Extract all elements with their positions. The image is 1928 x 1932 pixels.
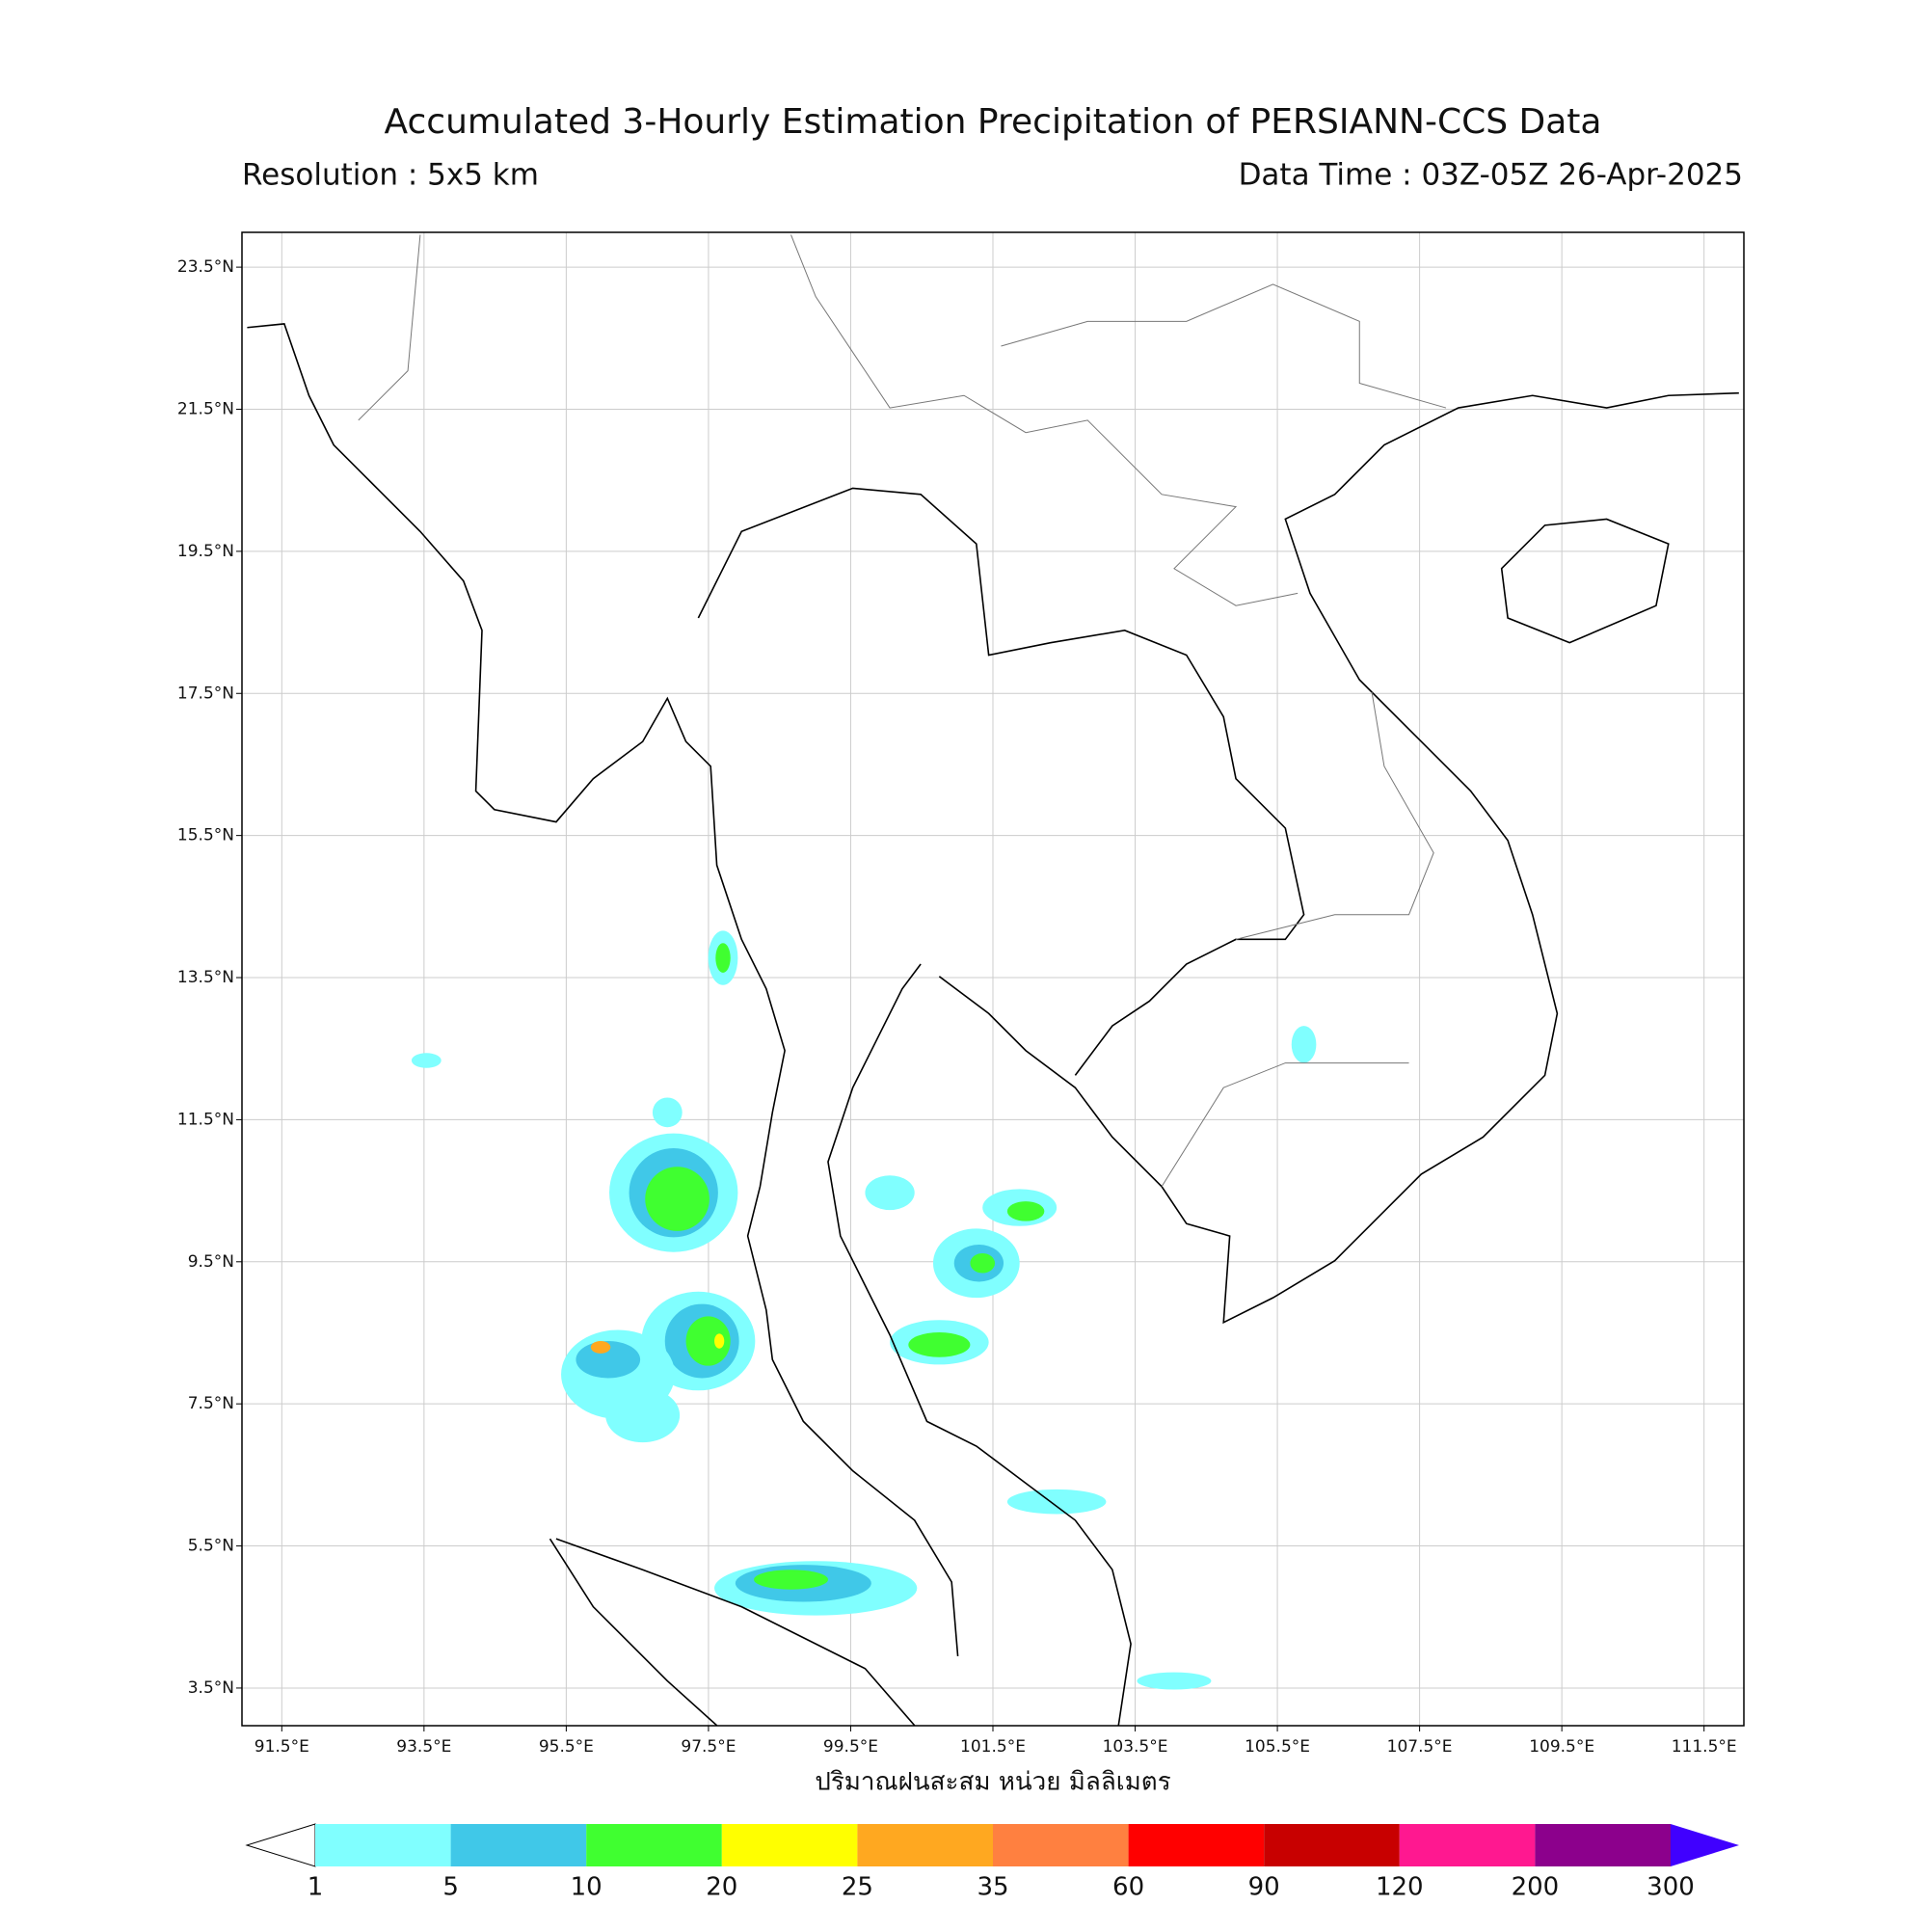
lat-tick-label: 19.5°N <box>177 542 234 561</box>
colorbar-bin <box>1399 1824 1536 1866</box>
colorbar-bin <box>450 1824 587 1866</box>
colorbar-label: 25 <box>842 1873 873 1902</box>
colorbar-bin <box>315 1824 451 1866</box>
rain <box>714 1333 725 1349</box>
lat-tick-label: 17.5°N <box>177 684 234 703</box>
colorbar-bin <box>1264 1824 1400 1866</box>
lat-tick-label: 5.5°N <box>188 1537 234 1556</box>
grid <box>242 232 1744 1726</box>
colorbar-label: 200 <box>1512 1873 1560 1902</box>
colorbar-under <box>245 1823 316 1867</box>
lon-tick-label: 103.5°E <box>1103 1737 1168 1757</box>
lat-tick-label: 13.5°N <box>177 968 234 987</box>
colorbar-label: 1 <box>308 1873 324 1902</box>
title: Accumulated 3-Hourly Estimation Precipit… <box>385 102 1602 142</box>
rain <box>685 1316 731 1366</box>
lon-tick-label: 101.5°E <box>960 1737 1026 1757</box>
colorbar-label: 35 <box>977 1873 1008 1902</box>
lat-tick-label: 7.5°N <box>188 1394 234 1413</box>
rain-areas <box>411 930 1317 1690</box>
colorbar-label: 300 <box>1647 1873 1695 1902</box>
rain <box>1006 1201 1045 1221</box>
lat-tick-label: 15.5°N <box>177 826 234 845</box>
colorbar-label: 60 <box>1112 1873 1144 1902</box>
coastline <box>939 393 1738 1323</box>
rain <box>576 1341 641 1379</box>
rain <box>715 943 731 973</box>
lat-tick-label: 11.5°N <box>177 1110 234 1129</box>
colorbar-label: 90 <box>1248 1873 1280 1902</box>
lon-tick-label: 111.5°E <box>1672 1737 1737 1757</box>
rain <box>1137 1672 1212 1690</box>
rain <box>645 1167 710 1231</box>
lat-tick-label: 3.5°N <box>188 1678 234 1698</box>
lon-tick-label: 107.5°E <box>1387 1737 1453 1757</box>
rain <box>590 1341 611 1354</box>
thailand-border <box>698 488 1303 1075</box>
hainan <box>1502 519 1669 642</box>
rain <box>605 1387 681 1443</box>
colorbar-bin <box>1535 1824 1671 1866</box>
rain <box>1291 1026 1317 1063</box>
lon-tick-label: 95.5°E <box>539 1737 594 1757</box>
lat-tick-label: 21.5°N <box>177 399 234 418</box>
country-border <box>359 235 1446 1187</box>
coastline <box>247 324 957 1656</box>
rain <box>754 1570 828 1590</box>
colorbar-bin <box>1128 1824 1265 1866</box>
map-layer <box>247 235 1738 1726</box>
lat-tick-label: 9.5°N <box>188 1252 234 1272</box>
rain <box>908 1332 971 1357</box>
lon-tick-label: 91.5°E <box>254 1737 309 1757</box>
colorbar-label: 20 <box>706 1873 737 1902</box>
subtitle-left: Resolution : 5x5 km <box>242 158 539 193</box>
lon-tick-label: 105.5°E <box>1245 1737 1310 1757</box>
map-drawing <box>247 235 1738 1726</box>
colorbar-label: 120 <box>1376 1873 1424 1902</box>
rain <box>1006 1489 1107 1515</box>
colorbar-bin <box>586 1824 722 1866</box>
colorbar-label: 10 <box>571 1873 602 1902</box>
coastline <box>828 964 1131 1726</box>
lon-tick-label: 97.5°E <box>681 1737 736 1757</box>
colorbar-label: 5 <box>442 1873 459 1902</box>
x-axis-label: ปริมาณฝนสะสม หน่วย มิลลิเมตร <box>815 1768 1170 1797</box>
rain <box>652 1097 683 1128</box>
lat-tick-label: 23.5°N <box>177 257 234 277</box>
rain <box>970 1252 996 1274</box>
colorbar-bin <box>857 1824 993 1866</box>
lon-tick-label: 99.5°E <box>823 1737 878 1757</box>
lon-tick-label: 93.5°E <box>396 1737 451 1757</box>
coastline <box>550 1539 915 1726</box>
lon-tick-label: 109.5°E <box>1529 1737 1594 1757</box>
colorbar-over <box>1671 1824 1739 1866</box>
rain <box>865 1175 915 1211</box>
subtitle-right: Data Time : 03Z-05Z 26-Apr-2025 <box>1239 158 1743 193</box>
colorbar-bin <box>993 1824 1129 1866</box>
colorbar-bin <box>721 1824 858 1866</box>
rain <box>411 1053 442 1068</box>
